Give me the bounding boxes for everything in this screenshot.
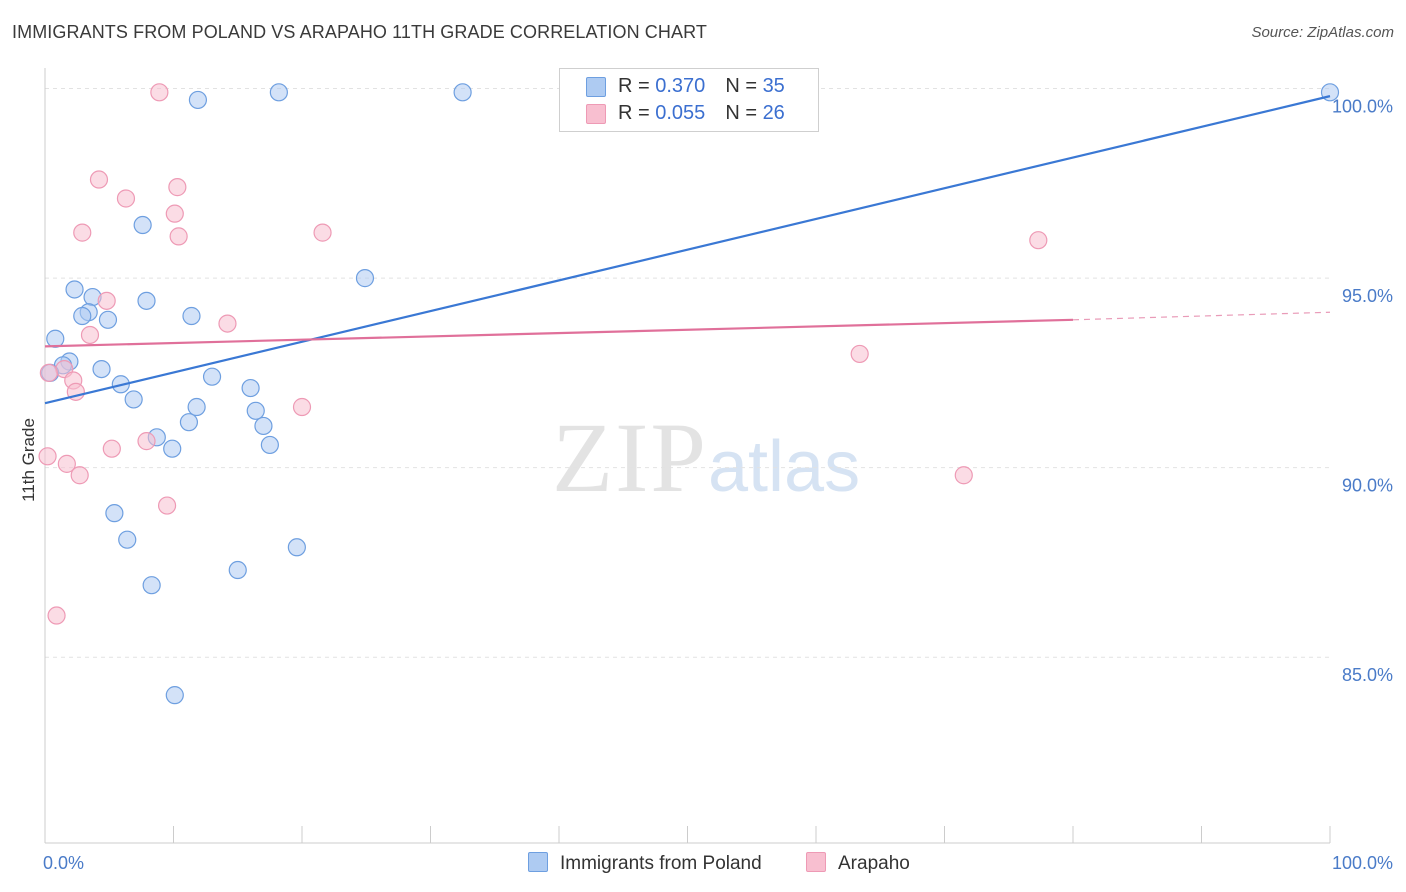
legend-swatch-arapaho (586, 104, 606, 124)
legend-n-label: N = (725, 75, 757, 97)
poland-point (92, 359, 111, 379)
tick-labels: 85.0% 90.0% 95.0% 100.0% 0.0% 100.0% (43, 97, 1393, 873)
arapaho-trend-line (44, 318, 1074, 348)
watermark-atlas: atlas (708, 427, 861, 507)
arapaho-point (73, 223, 92, 242)
arapaho-point (292, 397, 312, 417)
poland-point (142, 576, 161, 595)
legend-swatch-poland (586, 77, 606, 97)
y-tick-label: 90.0% (1342, 476, 1393, 496)
legend-r-label: R = (618, 75, 650, 97)
arapaho-point (157, 496, 177, 515)
legend-swatch-arapaho (806, 852, 826, 872)
arapaho-point (137, 432, 156, 451)
arapaho-point (850, 344, 869, 364)
poland-point (182, 306, 201, 326)
poland-point (118, 530, 137, 549)
arapaho-point (1029, 231, 1048, 250)
poland-point (228, 560, 247, 580)
poland-point (46, 329, 65, 348)
arapaho-point (80, 325, 100, 345)
arapaho-point (313, 223, 332, 242)
poland-point (137, 291, 156, 310)
legend-n-value: 35 (762, 75, 785, 97)
arapaho-point (218, 314, 237, 333)
arapaho-point (47, 606, 66, 625)
legend-swatch-poland (528, 852, 548, 872)
poland-point (188, 90, 208, 110)
arapaho-point (116, 189, 136, 208)
watermark-zip: ZIP (552, 402, 708, 513)
arapaho-point (954, 466, 973, 485)
x-tick-label: 100.0% (1332, 853, 1393, 873)
poland-point (246, 401, 265, 420)
watermark: ZIPatlas (552, 400, 860, 515)
poland-point (254, 416, 273, 436)
arapaho-point (169, 227, 188, 246)
poland-point (65, 280, 84, 299)
legend-item-poland: Immigrants from Poland (528, 852, 762, 875)
poland-point (355, 269, 375, 288)
arapaho-point (102, 439, 121, 458)
trend-lines (44, 95, 1331, 405)
poland-point (124, 390, 143, 409)
chart-title: IMMIGRANTS FROM POLAND VS ARAPAHO 11TH G… (12, 22, 707, 42)
arapaho-point (97, 291, 116, 310)
poland-point (165, 686, 184, 705)
arapaho-point (39, 363, 58, 382)
y-tick-label: 95.0% (1342, 286, 1393, 306)
poland-point (179, 413, 199, 432)
poland-point (241, 378, 260, 398)
poland-point (133, 215, 152, 235)
arapaho-point (57, 454, 76, 473)
y-tick-label: 85.0% (1342, 665, 1393, 685)
poland-point (202, 367, 222, 386)
y-axis-label: 11th Grade (19, 418, 38, 502)
arapaho-point (165, 204, 184, 223)
legend-r-value: 0.055 (655, 102, 706, 124)
poland-point (269, 83, 288, 102)
poland-point (187, 397, 206, 417)
legend-r-value: 0.370 (655, 75, 706, 97)
poland-point (73, 306, 92, 326)
arapaho-trend-extension (1072, 311, 1331, 321)
legend-label-arapaho: Arapaho (838, 853, 910, 874)
legend-label-poland: Immigrants from Poland (560, 853, 762, 874)
source-label: Source: ZipAtlas.com (1251, 24, 1394, 41)
poland-point (453, 83, 472, 102)
poland-point (287, 538, 306, 557)
legend-item-arapaho: Arapaho (806, 852, 910, 875)
arapaho-point (150, 83, 169, 102)
legend-r-label: R = (618, 102, 650, 124)
legend-n-value: 26 (762, 102, 785, 124)
data-points (38, 83, 1340, 705)
y-tick-label: 100.0% (1332, 97, 1393, 117)
poland-point (163, 439, 182, 458)
stats-legend: R = 0.370 N = 35 R = 0.055 N = 26 (559, 68, 819, 132)
poland-point (260, 435, 279, 455)
axes (44, 68, 1331, 844)
legend-n-label: N = (725, 102, 757, 124)
poland-point (98, 310, 118, 329)
arapaho-point (168, 178, 187, 197)
arapaho-point (70, 466, 89, 485)
x-tick-label: 0.0% (43, 853, 84, 873)
poland-point (105, 504, 124, 523)
arapaho-point (38, 447, 57, 466)
arapaho-point (89, 170, 109, 189)
poland-trend-line (44, 95, 1331, 405)
